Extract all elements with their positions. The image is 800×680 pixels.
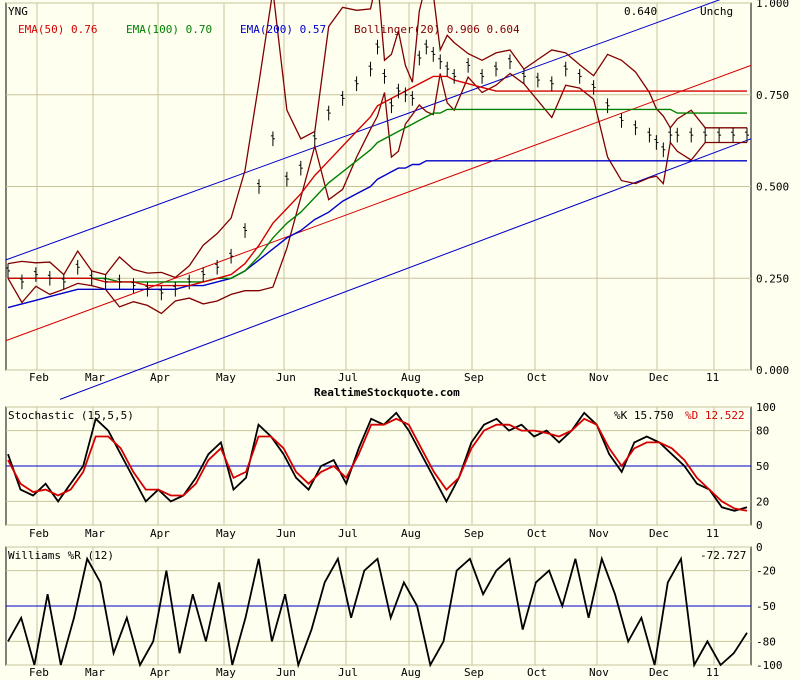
axis-labels: Feb Feb Feb Mar Mar Mar Apr Apr Apr May May May Jun J… [29,0,789,679]
price-layer [5,0,752,400]
williams-title: Williams %R (12) [8,549,114,562]
stochastic-title: Stochastic (15,5,5) [8,409,134,422]
x-tick-label: Feb [29,527,49,540]
x-tick-label: May [216,666,236,679]
x-tick-label: Oct [527,371,547,384]
x-tick-label: 11 [706,371,719,384]
x-tick-label: Dec [649,371,669,384]
x-tick-label: Feb [29,666,49,679]
x-tick-label: May [216,527,236,540]
y-tick-label: 0.500 [756,181,789,194]
x-tick-label: 11 [706,527,719,540]
x-tick-label: Apr [150,527,170,540]
x-tick-label: Oct [527,527,547,540]
williams-layer [7,555,748,669]
y-tick-label: 20 [756,495,769,508]
x-tick-label: Aug [401,666,421,679]
y-tick-label: 0.000 [756,364,789,377]
y-tick-label: 50 [756,460,769,473]
williams-line [7,555,748,669]
y-tick-label: 0 [756,541,763,554]
y-tick-label: -20 [756,565,776,578]
x-tick-label: Dec [649,527,669,540]
trend-channel-mid [5,64,752,342]
x-tick-label: Jun [276,527,296,540]
stochastic-d-label: %D 12.522 [685,409,745,422]
bollinger-lower [7,72,747,315]
x-tick-label: 11 [706,666,719,679]
x-tick-label: Jun [276,371,296,384]
last-price: 0.640 [624,5,657,18]
ema200-line [7,160,747,309]
x-tick-label: Aug [401,527,421,540]
x-tick-label: Sep [464,666,484,679]
y-tick-label: -50 [756,600,776,613]
bollinger-upper [7,0,747,279]
x-tick-label: Sep [464,527,484,540]
ema100-line [8,108,747,283]
change-label: Unchg [700,5,733,18]
x-tick-label: Jul [338,527,358,540]
y-tick-label: 100 [756,401,776,414]
stochastic-d-line [7,417,748,512]
x-tick-label: Jul [338,371,358,384]
stochastic-k-label: %K 15.750 [614,409,674,422]
x-tick-label: Nov [589,527,609,540]
x-tick-label: Sep [464,371,484,384]
x-tick-label: Apr [150,666,170,679]
ema50-line [8,75,747,287]
williams-value-label: -72.727 [700,549,746,562]
symbol-label: YNG [8,5,28,18]
x-tick-label: Apr [150,371,170,384]
x-tick-label: Mar [85,371,105,384]
x-tick-label: Jun [276,666,296,679]
x-tick-label: Mar [85,666,105,679]
legend-ema50: EMA(50) 0.76 [18,23,97,36]
trend-channel-lower [59,138,752,400]
stochastic-k-line [7,411,748,512]
y-tick-label: -100 [756,659,783,672]
y-tick-label: 0.250 [756,272,789,285]
y-tick-label: 80 [756,425,769,438]
x-tick-label: Feb [29,371,49,384]
x-tick-label: Nov [589,371,609,384]
x-tick-label: Dec [649,666,669,679]
grid-lines [6,2,751,666]
y-tick-label: 0.750 [756,89,789,102]
x-tick-label: May [216,371,236,384]
legend-bollinger: Bollinger(20) 0.906 0.604 [354,23,520,36]
stochastic-layer [7,411,748,512]
watermark: RealtimeStockquote.com [314,386,460,399]
x-tick-label: Jul [338,666,358,679]
legend-ema200: EMA(200) 0.57 [240,23,326,36]
trend-channel-upper [5,0,721,261]
y-tick-label: 1.000 [756,0,789,10]
x-tick-label: Mar [85,527,105,540]
x-tick-label: Nov [589,666,609,679]
legend-ema100: EMA(100) 0.70 [126,23,212,36]
y-tick-label: 0 [756,519,763,532]
y-tick-label: -80 [756,635,776,648]
x-tick-label: Oct [527,666,547,679]
x-tick-label: Aug [401,371,421,384]
